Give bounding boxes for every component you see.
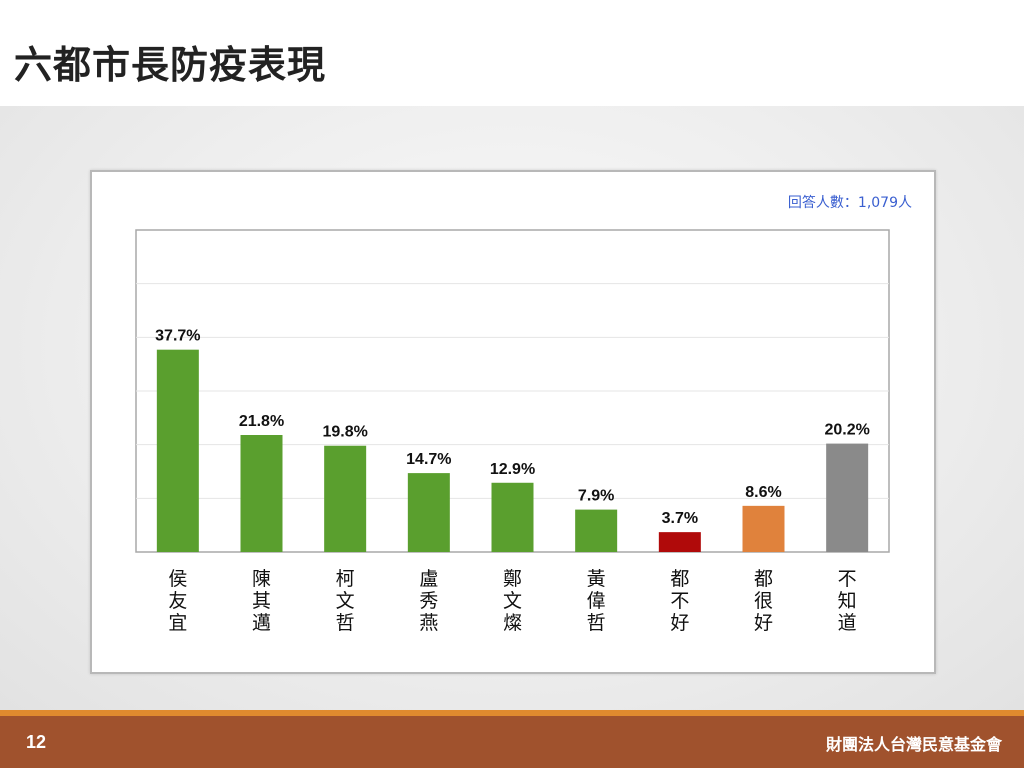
slide-title: 六都市長防疫表現	[14, 43, 327, 87]
page-number: 12	[26, 732, 47, 752]
category-label: 鄭文燦	[503, 568, 522, 634]
bar-7	[658, 532, 701, 552]
bar-value-label: 7.9%	[578, 488, 614, 505]
bar-3	[324, 445, 367, 552]
bar-4	[407, 473, 450, 552]
category-label: 都不好	[670, 568, 689, 634]
bar-chart: 37.7% 侯友宜 21.8% 陳其邁 19.8% 柯文哲 14.7% 盧秀燕 12.9% 鄭文燦…	[135, 229, 890, 634]
respondents-note: 回答人數：1,079人	[787, 195, 912, 211]
category-label: 盧秀燕	[419, 568, 438, 634]
category-label: 黃偉哲	[587, 568, 606, 634]
bar-value-label: 21.8%	[239, 413, 284, 430]
bar-value-label: 19.8%	[322, 424, 367, 441]
category-label: 柯文哲	[336, 568, 355, 634]
bar-2	[240, 435, 283, 552]
bar-value-label: 37.7%	[155, 328, 200, 345]
bar-6	[575, 509, 618, 552]
bar-value-label: 8.6%	[745, 484, 781, 501]
organization-name: 財團法人台灣民意基金會	[825, 735, 1002, 754]
bar-value-label: 12.9%	[490, 461, 535, 478]
category-label: 不知道	[838, 568, 857, 634]
category-label: 陳其邁	[252, 568, 271, 634]
bar-8	[742, 505, 785, 552]
footer-stripe	[0, 710, 1024, 716]
bar-9	[826, 443, 869, 552]
category-label: 侯友宜	[168, 568, 187, 634]
category-label: 都很好	[754, 568, 773, 634]
bar-1	[156, 349, 199, 552]
bar-5	[491, 482, 534, 552]
chart-panel: 回答人數：1,079人 37.7% 侯友宜 21.8% 陳其邁 19.8% 柯文哲 14.7…	[90, 170, 936, 674]
bar-value-label: 20.2%	[824, 422, 869, 439]
footer-bar: 12 財團法人台灣民意基金會	[0, 716, 1024, 768]
bar-value-label: 3.7%	[662, 510, 698, 527]
bar-value-label: 14.7%	[406, 451, 451, 468]
